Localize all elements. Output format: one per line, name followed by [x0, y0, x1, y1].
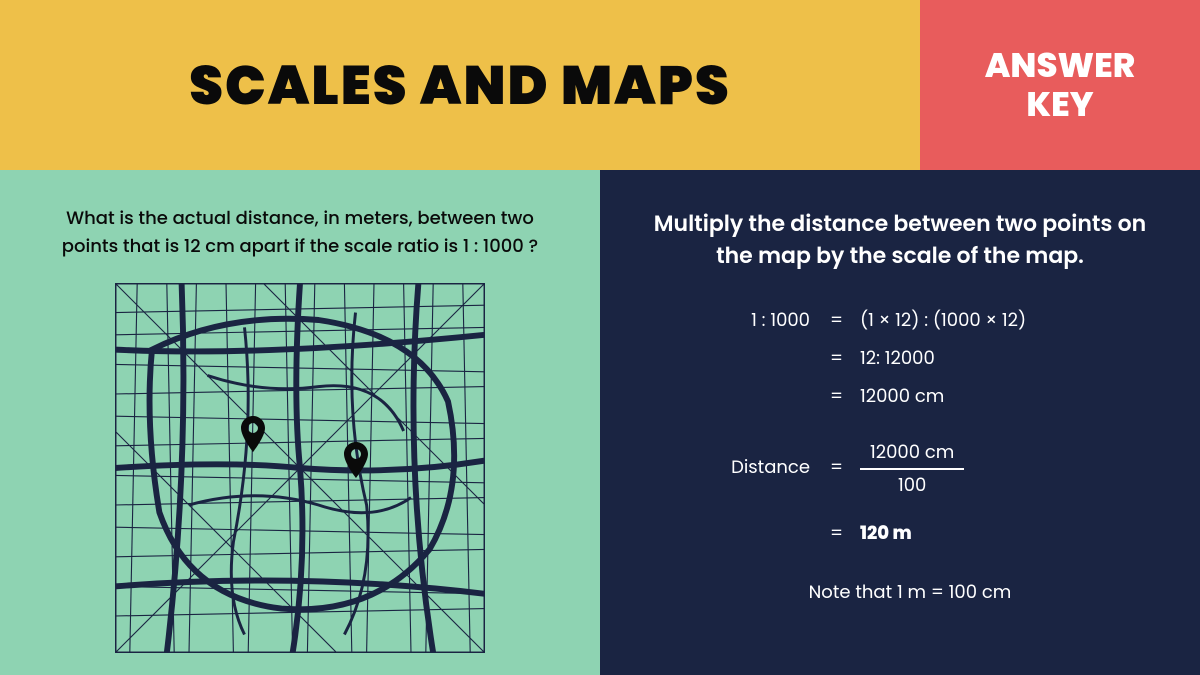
- calc-row: Distance = 12000 cm 100: [710, 436, 1150, 499]
- page-title: SCALES AND MAPS: [189, 45, 730, 126]
- header: SCALES AND MAPS ANSWER KEY: [0, 0, 1200, 170]
- calc-row: = 12000 cm: [710, 380, 1150, 414]
- question-panel: What is the actual distance, in meters, …: [0, 170, 600, 675]
- answer-key-badge: ANSWER KEY: [920, 0, 1200, 170]
- solution-panel: Multiply the distance between two points…: [600, 170, 1200, 675]
- map-pin-icon: [241, 416, 265, 452]
- calc-row: 1 : 1000 = (1 × 12) : (1000 × 12): [710, 304, 1150, 338]
- map-pin-icon: [344, 442, 368, 478]
- question-text: What is the actual distance, in meters, …: [50, 205, 550, 261]
- note-text: Note that 1 m = 100 cm: [710, 576, 1150, 610]
- instruction-text: Multiply the distance between two points…: [650, 208, 1150, 272]
- body: What is the actual distance, in meters, …: [0, 170, 1200, 675]
- calc-row: = 120 m: [710, 517, 1150, 551]
- calc-row: = 12: 12000: [710, 342, 1150, 376]
- title-block: SCALES AND MAPS: [0, 0, 920, 170]
- map-illustration: [115, 283, 485, 653]
- answer-key-text: ANSWER KEY: [985, 46, 1135, 124]
- worked-solution: 1 : 1000 = (1 × 12) : (1000 × 12) = 12: …: [650, 304, 1150, 610]
- fraction: 12000 cm 100: [860, 439, 964, 499]
- final-answer: 120 m: [860, 517, 912, 551]
